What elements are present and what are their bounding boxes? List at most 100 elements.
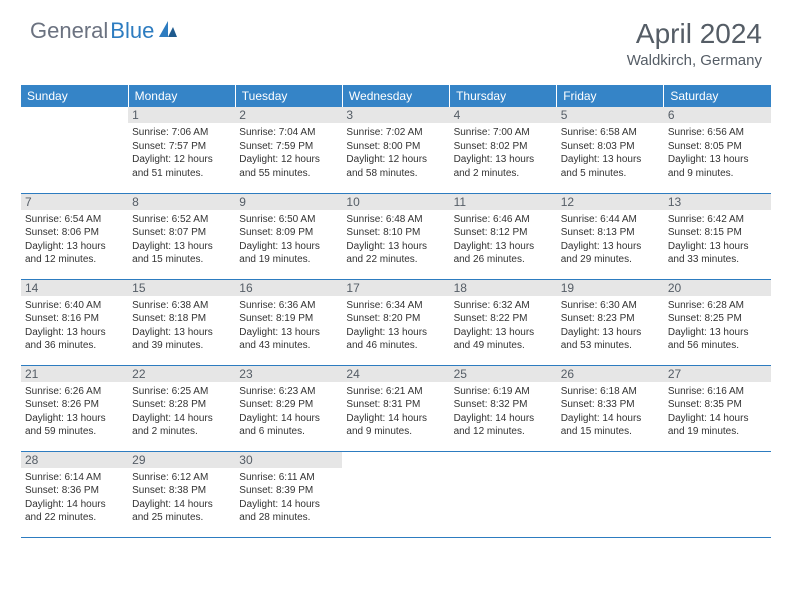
day-number: 3 (342, 107, 449, 123)
sunrise-text: Sunrise: 6:34 AM (346, 299, 445, 313)
daylight-text: Daylight: 12 hours and 58 minutes. (346, 153, 445, 180)
weekday-header: Saturday (664, 85, 771, 107)
sunrise-text: Sunrise: 6:54 AM (25, 213, 124, 227)
daylight-text: Daylight: 13 hours and 56 minutes. (668, 326, 767, 353)
header: General Blue April 2024 Waldkirch, Germa… (0, 0, 792, 77)
day-number: 24 (342, 366, 449, 382)
sunrise-text: Sunrise: 6:11 AM (239, 471, 338, 485)
sunrise-text: Sunrise: 6:12 AM (132, 471, 231, 485)
daylight-text: Daylight: 13 hours and 33 minutes. (668, 240, 767, 267)
day-details: Sunrise: 6:52 AMSunset: 8:07 PMDaylight:… (132, 213, 231, 267)
sunset-text: Sunset: 8:03 PM (561, 140, 660, 154)
sunset-text: Sunset: 8:28 PM (132, 398, 231, 412)
sunset-text: Sunset: 8:38 PM (132, 484, 231, 498)
day-details: Sunrise: 7:04 AMSunset: 7:59 PMDaylight:… (239, 126, 338, 180)
sunset-text: Sunset: 8:19 PM (239, 312, 338, 326)
day-details: Sunrise: 6:21 AMSunset: 8:31 PMDaylight:… (346, 385, 445, 439)
calendar-cell: 13 Sunrise: 6:42 AMSunset: 8:15 PMDayligh… (664, 193, 771, 279)
weekday-header: Thursday (450, 85, 557, 107)
calendar-cell: 14Sunrise: 6:40 AMSunset: 8:16 PMDayligh… (21, 279, 128, 365)
sunset-text: Sunset: 8:20 PM (346, 312, 445, 326)
calendar-week: 7 Sunrise: 6:54 AMSunset: 8:06 PMDaylight… (21, 193, 771, 279)
sunset-text: Sunset: 8:22 PM (454, 312, 553, 326)
calendar-week: 28Sunrise: 6:14 AMSunset: 8:36 PMDayligh… (21, 451, 771, 537)
calendar-cell: 4Sunrise: 7:00 AMSunset: 8:02 PMDaylight… (450, 107, 557, 193)
calendar-cell: 10Sunrise: 6:48 AMSunset: 8:10 PMDayligh… (342, 193, 449, 279)
calendar-cell: 1Sunrise: 7:06 AMSunset: 7:57 PMDaylight… (128, 107, 235, 193)
day-number: 21 (21, 366, 128, 382)
weekday-header: Wednesday (342, 85, 449, 107)
daylight-text: Daylight: 14 hours and 2 minutes. (132, 412, 231, 439)
day-number: 23 (235, 366, 342, 382)
calendar-cell: 27Sunrise: 6:16 AMSunset: 8:35 PMDayligh… (664, 365, 771, 451)
day-details: Sunrise: 6:46 AMSunset: 8:12 PMDaylight:… (454, 213, 553, 267)
day-number: 30 (235, 452, 342, 468)
day-details: Sunrise: 6:11 AMSunset: 8:39 PMDaylight:… (239, 471, 338, 525)
calendar-cell: 30 Sunrise: 6:11 AMSunset: 8:39 PMDayligh… (235, 451, 342, 537)
sunrise-text: Sunrise: 6:32 AM (454, 299, 553, 313)
sunrise-text: Sunrise: 6:40 AM (25, 299, 124, 313)
daylight-text: Daylight: 14 hours and 25 minutes. (132, 498, 231, 525)
sunset-text: Sunset: 8:18 PM (132, 312, 231, 326)
sunrise-text: Sunrise: 6:44 AM (561, 213, 660, 227)
day-number: 11 (450, 194, 557, 210)
day-details: Sunrise: 6:48 AMSunset: 8:10 PMDaylight:… (346, 213, 445, 267)
day-details: Sunrise: 7:02 AMSunset: 8:00 PMDaylight:… (346, 126, 445, 180)
calendar-cell: 23Sunrise: 6:23 AMSunset: 8:29 PMDayligh… (235, 365, 342, 451)
sunrise-text: Sunrise: 6:52 AM (132, 213, 231, 227)
calendar-cell (664, 451, 771, 537)
daylight-text: Daylight: 13 hours and 46 minutes. (346, 326, 445, 353)
sunrise-text: Sunrise: 6:50 AM (239, 213, 338, 227)
sunrise-text: Sunrise: 7:02 AM (346, 126, 445, 140)
daylight-text: Daylight: 13 hours and 36 minutes. (25, 326, 124, 353)
sunset-text: Sunset: 8:25 PM (668, 312, 767, 326)
day-details: Sunrise: 6:28 AMSunset: 8:25 PMDaylight:… (668, 299, 767, 353)
sunrise-text: Sunrise: 6:14 AM (25, 471, 124, 485)
calendar-cell: 19Sunrise: 6:30 AMSunset: 8:23 PMDayligh… (557, 279, 664, 365)
day-number: 4 (450, 107, 557, 123)
day-number: 8 (128, 194, 235, 210)
daylight-text: Daylight: 13 hours and 49 minutes. (454, 326, 553, 353)
sunset-text: Sunset: 8:13 PM (561, 226, 660, 240)
day-details: Sunrise: 6:38 AMSunset: 8:18 PMDaylight:… (132, 299, 231, 353)
calendar-cell: 7 Sunrise: 6:54 AMSunset: 8:06 PMDaylight… (21, 193, 128, 279)
day-number: 5 (557, 107, 664, 123)
calendar-week: 1Sunrise: 7:06 AMSunset: 7:57 PMDaylight… (21, 107, 771, 193)
day-number: 29 (128, 452, 235, 468)
sunrise-text: Sunrise: 6:46 AM (454, 213, 553, 227)
daylight-text: Daylight: 12 hours and 55 minutes. (239, 153, 338, 180)
sunset-text: Sunset: 7:57 PM (132, 140, 231, 154)
sunrise-text: Sunrise: 6:36 AM (239, 299, 338, 313)
sunset-text: Sunset: 8:05 PM (668, 140, 767, 154)
day-number: 7 (21, 194, 128, 210)
calendar-cell (450, 451, 557, 537)
day-details: Sunrise: 6:54 AMSunset: 8:06 PMDaylight:… (25, 213, 124, 267)
daylight-text: Daylight: 13 hours and 9 minutes. (668, 153, 767, 180)
calendar-table: SundayMondayTuesdayWednesdayThursdayFrid… (21, 85, 771, 538)
day-details: Sunrise: 6:42 AMSunset: 8:15 PMDaylight:… (668, 213, 767, 267)
sunrise-text: Sunrise: 6:21 AM (346, 385, 445, 399)
sunrise-text: Sunrise: 6:25 AM (132, 385, 231, 399)
day-details: Sunrise: 6:58 AMSunset: 8:03 PMDaylight:… (561, 126, 660, 180)
calendar-cell: 21 Sunrise: 6:26 AMSunset: 8:26 PMDayligh… (21, 365, 128, 451)
sunrise-text: Sunrise: 6:16 AM (668, 385, 767, 399)
day-details: Sunrise: 6:26 AMSunset: 8:26 PMDaylight:… (25, 385, 124, 439)
day-number: 13 (664, 194, 771, 210)
sunrise-text: Sunrise: 6:48 AM (346, 213, 445, 227)
calendar-cell: 9Sunrise: 6:50 AMSunset: 8:09 PMDaylight… (235, 193, 342, 279)
brand-general: General (30, 18, 108, 44)
sunset-text: Sunset: 8:32 PM (454, 398, 553, 412)
sunrise-text: Sunrise: 7:00 AM (454, 126, 553, 140)
day-details: Sunrise: 6:25 AMSunset: 8:28 PMDaylight:… (132, 385, 231, 439)
calendar-cell: 8 Sunrise: 6:52 AMSunset: 8:07 PMDaylight… (128, 193, 235, 279)
daylight-text: Daylight: 13 hours and 59 minutes. (25, 412, 124, 439)
calendar-cell: 25Sunrise: 6:19 AMSunset: 8:32 PMDayligh… (450, 365, 557, 451)
daylight-text: Daylight: 13 hours and 22 minutes. (346, 240, 445, 267)
day-details: Sunrise: 6:30 AMSunset: 8:23 PMDaylight:… (561, 299, 660, 353)
daylight-text: Daylight: 14 hours and 6 minutes. (239, 412, 338, 439)
sunrise-text: Sunrise: 6:56 AM (668, 126, 767, 140)
day-number: 18 (450, 280, 557, 296)
title-block: April 2024 Waldkirch, Germany (627, 18, 762, 69)
day-number: 9 (235, 194, 342, 210)
calendar-cell: 16Sunrise: 6:36 AMSunset: 8:19 PMDayligh… (235, 279, 342, 365)
